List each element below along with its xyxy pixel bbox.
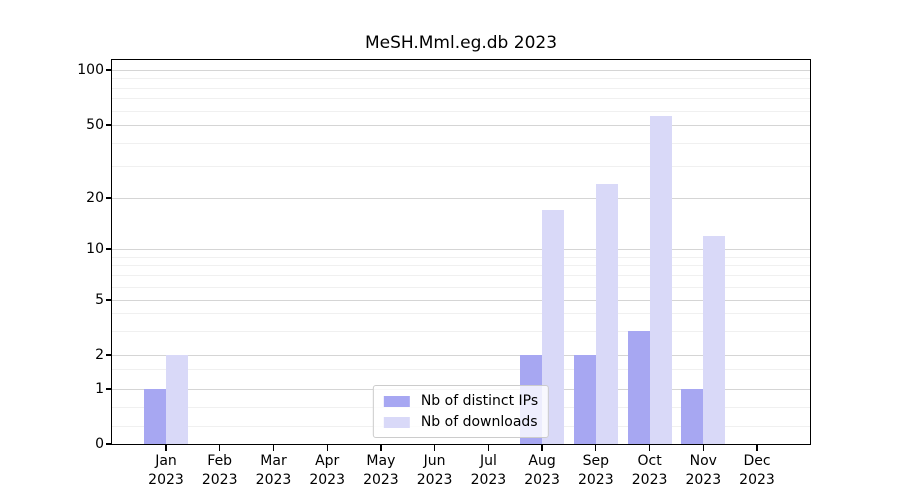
x-tick-label-oct: Oct 2023 bbox=[631, 453, 668, 488]
bar-downloads-sep bbox=[595, 183, 618, 444]
gridline-minor-9 bbox=[112, 256, 810, 258]
x-tick-label-nov: Nov 2023 bbox=[685, 453, 722, 488]
gridline-minor-40 bbox=[112, 142, 810, 144]
y-tick-mark-100 bbox=[106, 69, 112, 71]
legend-item-distinct-ips: Nb of distinct IPs bbox=[383, 392, 539, 410]
y-tick-mark-1 bbox=[106, 388, 112, 390]
bar-distinct_ips-sep bbox=[573, 355, 596, 444]
legend-swatch-downloads bbox=[383, 416, 410, 428]
gridline-minor-8 bbox=[112, 265, 810, 267]
gridline-major-50 bbox=[112, 125, 810, 126]
x-tick-label-feb: Feb 2023 bbox=[201, 453, 238, 488]
legend-swatch-distinct-ips bbox=[383, 395, 410, 407]
x-tick-label-jan: Jan 2023 bbox=[148, 453, 184, 488]
bar-downloads-nov bbox=[703, 235, 726, 444]
y-tick-mark-20 bbox=[106, 197, 112, 199]
x-tick-mark-feb bbox=[219, 445, 221, 451]
y-tick-label-0: 0 bbox=[95, 436, 104, 452]
gridline-minor-6 bbox=[112, 286, 810, 288]
x-tick-label-aug: Aug 2023 bbox=[524, 453, 560, 488]
x-tick-mark-apr bbox=[326, 445, 328, 451]
x-tick-mark-jul bbox=[487, 445, 490, 451]
gridline-minor-80 bbox=[112, 87, 810, 89]
y-tick-label-5: 5 bbox=[95, 292, 104, 308]
x-tick-label-may: May 2023 bbox=[363, 453, 399, 488]
gridline-minor-30 bbox=[112, 165, 810, 167]
gridline-major-20 bbox=[112, 198, 810, 199]
gridline-minor-60 bbox=[112, 110, 810, 112]
legend: Nb of distinct IPs Nb of downloads bbox=[372, 385, 550, 438]
x-tick-label-sep: Sep 2023 bbox=[577, 453, 614, 488]
x-tick-mark-sep bbox=[595, 445, 597, 451]
x-tick-label-dec: Dec 2023 bbox=[739, 453, 775, 488]
y-tick-mark-50 bbox=[106, 124, 112, 126]
x-tick-mark-jan bbox=[165, 445, 167, 451]
x-tick-label-jun: Jun 2023 bbox=[416, 453, 453, 488]
x-tick-mark-nov bbox=[702, 445, 704, 451]
plot-area: Nb of distinct IPs Nb of downloads bbox=[111, 59, 811, 445]
y-tick-label-1: 1 bbox=[95, 381, 104, 397]
y-tick-label-10: 10 bbox=[86, 241, 104, 257]
bar-downloads-jan bbox=[166, 355, 188, 444]
chart-title: MeSH.Mml.eg.db 2023 bbox=[364, 33, 558, 53]
y-tick-label-50: 50 bbox=[86, 117, 104, 133]
x-tick-mark-may bbox=[380, 445, 382, 451]
y-tick-mark-0 bbox=[106, 443, 112, 445]
gridline-major-10 bbox=[112, 249, 810, 250]
legend-label-distinct-ips: Nb of distinct IPs bbox=[420, 393, 539, 409]
legend-item-downloads: Nb of downloads bbox=[383, 413, 538, 431]
bar-downloads-oct bbox=[649, 116, 672, 444]
y-tick-label-2: 2 bbox=[95, 347, 104, 363]
x-tick-mark-aug bbox=[541, 445, 543, 451]
x-tick-mark-oct bbox=[648, 445, 651, 451]
x-tick-mark-mar bbox=[272, 445, 275, 451]
x-tick-mark-dec bbox=[756, 445, 758, 451]
gridline-minor-7 bbox=[112, 275, 810, 277]
bar-distinct_ips-oct bbox=[627, 330, 650, 444]
gridline-minor-70 bbox=[112, 98, 810, 100]
gridline-minor-1.5 bbox=[112, 369, 810, 371]
x-tick-mark-jun bbox=[433, 445, 436, 451]
gridline-minor-4 bbox=[112, 313, 810, 315]
gridline-major-5 bbox=[112, 300, 810, 301]
gridline-major-100 bbox=[112, 70, 810, 71]
x-tick-label-mar: Mar 2023 bbox=[255, 453, 292, 488]
y-tick-label-20: 20 bbox=[86, 190, 104, 206]
y-tick-mark-10 bbox=[106, 248, 112, 250]
legend-label-downloads: Nb of downloads bbox=[420, 414, 538, 430]
bar-distinct_ips-nov bbox=[681, 389, 704, 444]
y-tick-mark-5 bbox=[106, 299, 112, 301]
x-tick-label-jul: Jul 2023 bbox=[470, 453, 507, 488]
x-tick-label-apr: Apr 2023 bbox=[309, 453, 345, 488]
gridline-major-2 bbox=[112, 355, 810, 356]
gridline-minor-3 bbox=[112, 330, 810, 332]
y-tick-label-100: 100 bbox=[77, 62, 104, 78]
bar-distinct_ips-jan bbox=[144, 389, 166, 444]
gridline-minor-90 bbox=[112, 78, 810, 80]
y-tick-mark-2 bbox=[106, 354, 112, 356]
